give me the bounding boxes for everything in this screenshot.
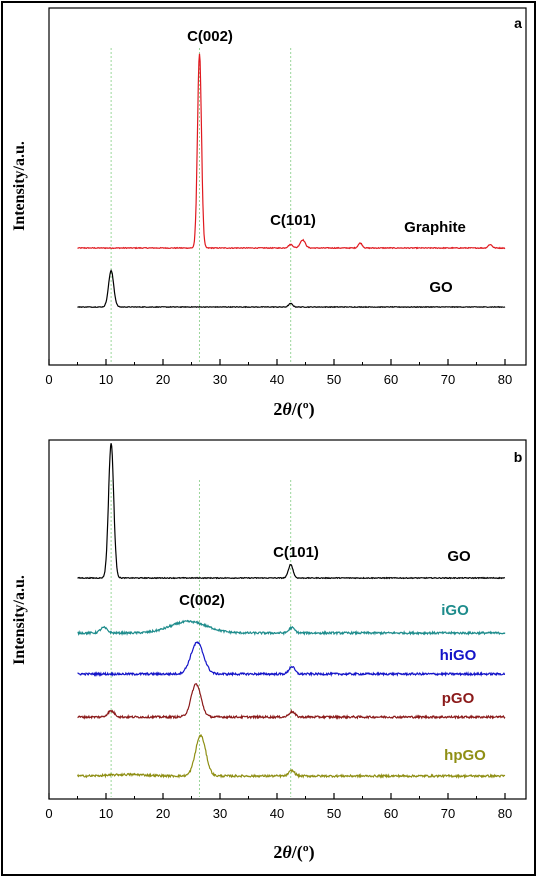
panel-b-x-ticks: 0 10 20 30 40 50 60 70 80 xyxy=(45,793,512,821)
panel-b-axes-box xyxy=(48,439,527,800)
x-tick-label: 40 xyxy=(270,372,284,387)
panel-a-y-axis-label: Intensity/a.u. xyxy=(11,141,28,231)
series-line-hpgo xyxy=(76,734,506,780)
legend-go-a: GO xyxy=(429,279,453,296)
legend-igo: iGO xyxy=(441,602,469,619)
panel-b-reference-lines xyxy=(110,480,292,797)
x-tick-label: 10 xyxy=(99,372,113,387)
panel-a-reference-lines xyxy=(110,48,292,363)
x-tick-label: 30 xyxy=(213,806,227,821)
series-line-go xyxy=(77,269,506,309)
panel-a: 0 10 20 30 40 50 60 70 80 a C(002) C(101) Graphi… xyxy=(11,7,527,420)
panel-a-x-ticks: 0 10 20 30 40 50 60 70 80 xyxy=(45,359,512,387)
x-tick-label: 60 xyxy=(384,806,398,821)
legend-hpgo: hpGO xyxy=(444,747,486,764)
panel-b-annotation-c002: C(002) xyxy=(179,592,225,609)
series-line-graphite xyxy=(77,53,506,250)
series-line-higo xyxy=(77,641,506,678)
x-tick-label: 80 xyxy=(498,806,512,821)
x-tick-label: 10 xyxy=(99,806,113,821)
x-tick-label: 60 xyxy=(384,372,398,387)
x-tick-label: 80 xyxy=(498,372,512,387)
x-tick-label: 50 xyxy=(327,372,341,387)
panel-b-label: b xyxy=(514,449,523,465)
x-tick-label: 20 xyxy=(156,806,170,821)
x-tick-label: 30 xyxy=(213,372,227,387)
panel-a-annotation-c002: C(002) xyxy=(187,28,233,45)
series-line-igo xyxy=(77,619,506,637)
panel-a-series xyxy=(77,53,506,309)
x-tick-label: 0 xyxy=(45,806,52,821)
x-tick-label: 70 xyxy=(441,372,455,387)
panel-a-annotation-c101: C(101) xyxy=(270,212,316,229)
panel-b-annotation-c101: C(101) xyxy=(273,544,319,561)
x-tick-label: 70 xyxy=(441,806,455,821)
x-tick-label: 20 xyxy=(156,372,170,387)
panel-a-axes-box xyxy=(48,7,527,366)
panel-a-label: a xyxy=(514,15,522,31)
panel-b-series xyxy=(76,443,506,780)
legend-graphite: Graphite xyxy=(404,219,466,236)
x-tick-label: 50 xyxy=(327,806,341,821)
series-line-go xyxy=(77,443,506,580)
panel-b-y-axis-label: Intensity/a.u. xyxy=(11,575,28,665)
legend-go-b: GO xyxy=(447,548,471,565)
series-line-pgo xyxy=(77,683,506,720)
x-tick-label: 0 xyxy=(45,372,52,387)
panel-a-x-axis-label: 2θ/(º) xyxy=(273,399,314,420)
legend-higo: hiGO xyxy=(440,647,477,664)
x-tick-label: 40 xyxy=(270,806,284,821)
panel-b-x-axis-label: 2θ/(º) xyxy=(273,842,314,863)
panel-b: 0 10 20 30 40 50 60 70 80 b C(101) C(002) GO iGO… xyxy=(11,439,527,863)
legend-pgo: pGO xyxy=(442,690,475,707)
